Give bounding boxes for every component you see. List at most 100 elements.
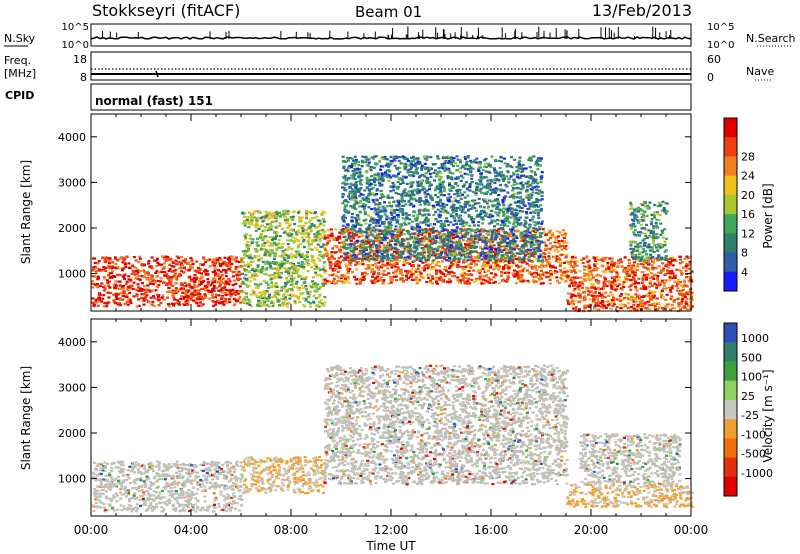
power-cell — [472, 218, 475, 222]
power-cell — [423, 219, 427, 222]
power-cell — [364, 255, 368, 258]
power-cell — [475, 187, 479, 190]
power-cell — [314, 263, 318, 266]
power-cell — [200, 295, 204, 298]
power-cell — [533, 201, 537, 204]
power-cell — [284, 253, 288, 257]
power-cell — [371, 246, 375, 249]
power-cell — [166, 255, 170, 258]
power-cell — [328, 267, 332, 270]
power-cell — [401, 155, 405, 158]
power-cell — [410, 166, 413, 169]
power-cell — [323, 234, 327, 237]
power-cell — [562, 235, 565, 238]
power-cell — [200, 280, 203, 284]
power-cell — [350, 166, 354, 169]
power-cell — [199, 263, 202, 266]
power-cell — [221, 277, 225, 280]
power-cell — [336, 279, 340, 282]
power-cell — [550, 273, 553, 276]
power-cell — [271, 220, 275, 223]
power-cell — [144, 272, 148, 275]
power-cell — [487, 162, 491, 165]
power-cell — [442, 189, 446, 192]
power-cell — [463, 191, 467, 194]
power-cell — [498, 219, 501, 222]
power-cell — [436, 155, 440, 158]
power-cell — [451, 164, 455, 168]
power-cell — [452, 275, 456, 278]
power-cell — [314, 297, 318, 300]
power-cell — [345, 268, 349, 271]
power-cell — [211, 299, 215, 303]
power-cell — [164, 255, 168, 258]
power-cell — [304, 299, 308, 302]
power-cell — [247, 284, 251, 287]
power-cell — [350, 216, 354, 219]
power-cell — [418, 259, 422, 262]
power-cell — [407, 250, 411, 253]
power-cell — [315, 233, 319, 236]
power-cell — [371, 275, 374, 278]
power-cell — [258, 225, 262, 228]
power-cell — [317, 267, 321, 270]
power-cell — [411, 155, 415, 158]
power-cell — [251, 216, 255, 219]
power-cell — [253, 248, 257, 251]
power-cell — [107, 274, 111, 277]
power-cell — [437, 175, 441, 178]
power-cell — [157, 304, 161, 307]
power-cell — [489, 179, 493, 182]
power-cell — [526, 279, 530, 282]
power-cell — [255, 219, 258, 222]
power-cell — [420, 199, 424, 203]
power-cell — [468, 185, 472, 188]
power-cell — [286, 270, 290, 273]
power-cell — [484, 165, 488, 168]
power-cell — [428, 273, 432, 276]
power-cell — [467, 242, 471, 245]
power-cell — [167, 269, 171, 273]
power-cell — [428, 263, 432, 266]
power-cell — [467, 256, 471, 259]
power-cell — [512, 195, 515, 198]
power-cell — [262, 248, 266, 251]
power-cell — [515, 166, 519, 169]
power-cell — [424, 218, 427, 221]
power-cell — [398, 250, 401, 253]
power-cell — [421, 240, 425, 243]
power-cell — [224, 270, 228, 273]
power-cell — [331, 268, 335, 271]
power-cell — [107, 265, 111, 268]
power-cell — [279, 276, 283, 279]
power-cell — [543, 274, 547, 277]
power-cell — [224, 271, 228, 274]
power-cell — [380, 253, 384, 256]
power-cell — [446, 256, 450, 259]
power-cell — [118, 287, 121, 291]
power-cell — [212, 285, 216, 288]
power-cell — [396, 238, 399, 241]
power-cell — [355, 230, 359, 234]
power-cell — [309, 229, 313, 232]
power-cell — [416, 229, 420, 232]
power-cell — [240, 257, 244, 260]
power-cell — [390, 208, 394, 211]
power-cell — [443, 162, 447, 165]
power-cell — [107, 257, 111, 260]
power-cell — [310, 266, 314, 269]
power-cell — [383, 257, 387, 260]
power-cell — [343, 281, 347, 284]
power-cell — [307, 300, 311, 304]
power-cell — [418, 225, 421, 229]
power-cell — [170, 278, 173, 281]
power-cell — [470, 245, 474, 248]
power-cell — [533, 171, 537, 174]
power-cell — [367, 161, 371, 164]
power-cell — [396, 216, 400, 219]
power-cell — [488, 246, 492, 249]
power-cell — [405, 275, 409, 279]
power-cell — [469, 159, 473, 162]
power-cell — [444, 269, 448, 272]
power-cell — [450, 271, 454, 274]
